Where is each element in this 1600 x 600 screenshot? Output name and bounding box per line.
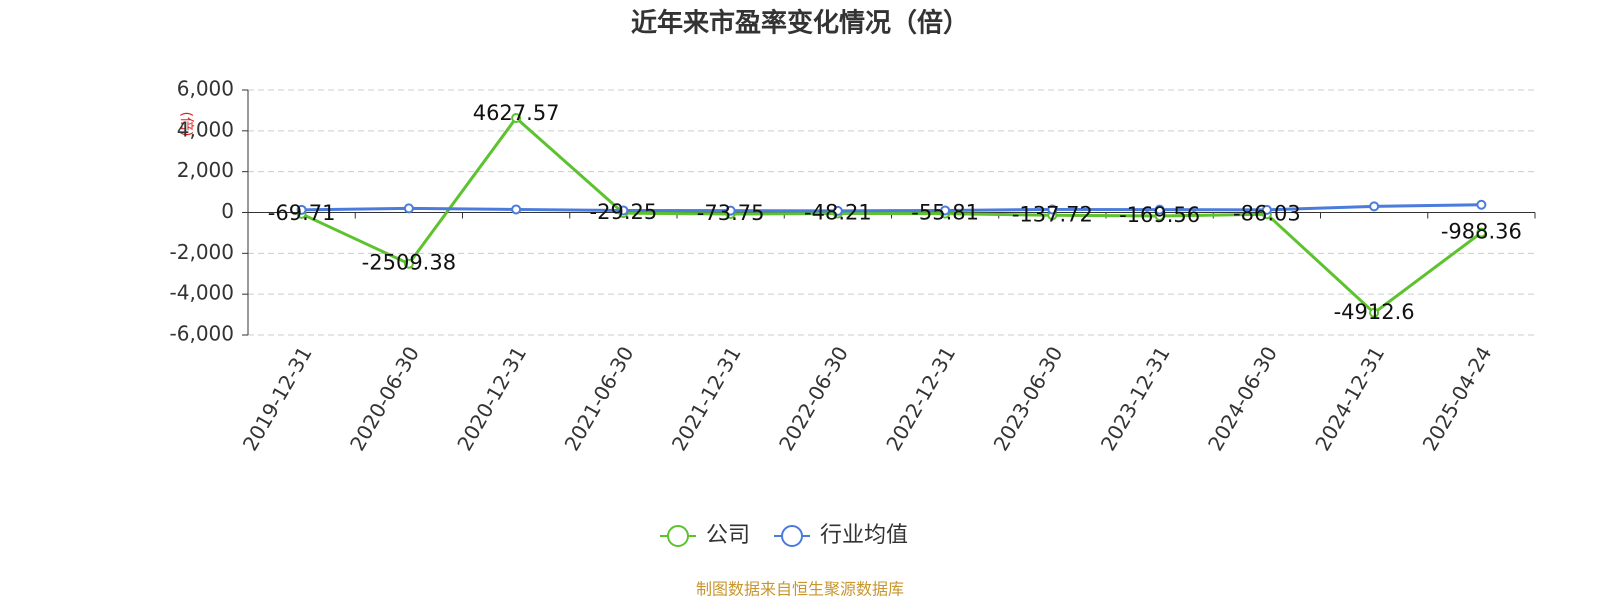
y-tick-label: 6,000 — [177, 77, 234, 101]
y-tick-label: 0 — [221, 199, 234, 223]
data-label: -55.81 — [911, 201, 979, 225]
legend-symbol — [781, 525, 804, 547]
data-point — [725, 205, 736, 216]
data-point — [832, 205, 843, 216]
data-label: 4627.57 — [473, 101, 560, 125]
data-point — [1369, 201, 1380, 212]
x-tick-label: 2024-06-30 — [1203, 342, 1282, 455]
source-note: 制图数据来自恒生聚源数据库 — [696, 580, 904, 599]
y-axis-label: (倍) — [178, 112, 194, 137]
data-point — [1261, 204, 1272, 215]
x-tick-label: 2022-12-31 — [881, 342, 960, 455]
data-label: -2509.38 — [362, 251, 456, 275]
data-point — [1476, 199, 1487, 210]
data-point — [1154, 204, 1165, 215]
x-tick-label: 2020-12-31 — [452, 342, 531, 455]
data-label: -4912.6 — [1334, 300, 1415, 324]
data-label: -73.75 — [697, 201, 765, 225]
y-tick-label: -6,000 — [170, 322, 234, 346]
data-point — [403, 203, 414, 214]
data-point — [618, 205, 629, 216]
x-tick-label: 2022-06-30 — [774, 342, 853, 455]
x-tick-label: 2019-12-31 — [238, 342, 317, 455]
x-tick-label: 2025-04-24 — [1418, 342, 1497, 455]
data-label: -988.36 — [1441, 220, 1522, 244]
legend-label: 行业均值 — [820, 523, 908, 548]
y-tick-label: -2,000 — [170, 240, 234, 264]
data-point — [403, 258, 414, 269]
data-label: -137.72 — [1012, 202, 1093, 226]
y-tick-label: 4,000 — [177, 117, 234, 141]
legend-label: 公司 — [706, 523, 750, 548]
legend: 公司 行业均值 — [660, 523, 908, 548]
data-point — [1369, 307, 1380, 318]
x-tick-label: 2023-12-31 — [1096, 342, 1175, 455]
data-label: -169.56 — [1119, 203, 1200, 227]
series-line — [301, 203, 1482, 213]
series-line — [300, 115, 1483, 315]
data-label: -69.71 — [268, 201, 336, 225]
x-tick-label: 2021-12-31 — [667, 342, 746, 455]
data-point — [1047, 204, 1058, 215]
x-tick-label: 2021-06-30 — [560, 342, 639, 455]
x-tick-label: 2023-06-30 — [989, 342, 1068, 455]
data-point — [1476, 227, 1487, 238]
data-point — [296, 204, 307, 215]
data-point — [511, 113, 522, 124]
data-point — [511, 204, 522, 215]
data-label: -86.03 — [1233, 201, 1301, 225]
chart-title: 近年来市盈率变化情况（倍） — [631, 8, 969, 39]
x-tick-label: 2020-06-30 — [345, 342, 424, 455]
y-tick-label: -4,000 — [170, 281, 234, 305]
y-tick-label: 2,000 — [177, 158, 234, 182]
x-tick-label: 2024-12-31 — [1310, 342, 1389, 455]
legend-symbol — [667, 525, 689, 547]
data-point — [940, 205, 951, 216]
data-label: -48.21 — [804, 200, 872, 224]
data-label: -29.25 — [590, 200, 658, 224]
